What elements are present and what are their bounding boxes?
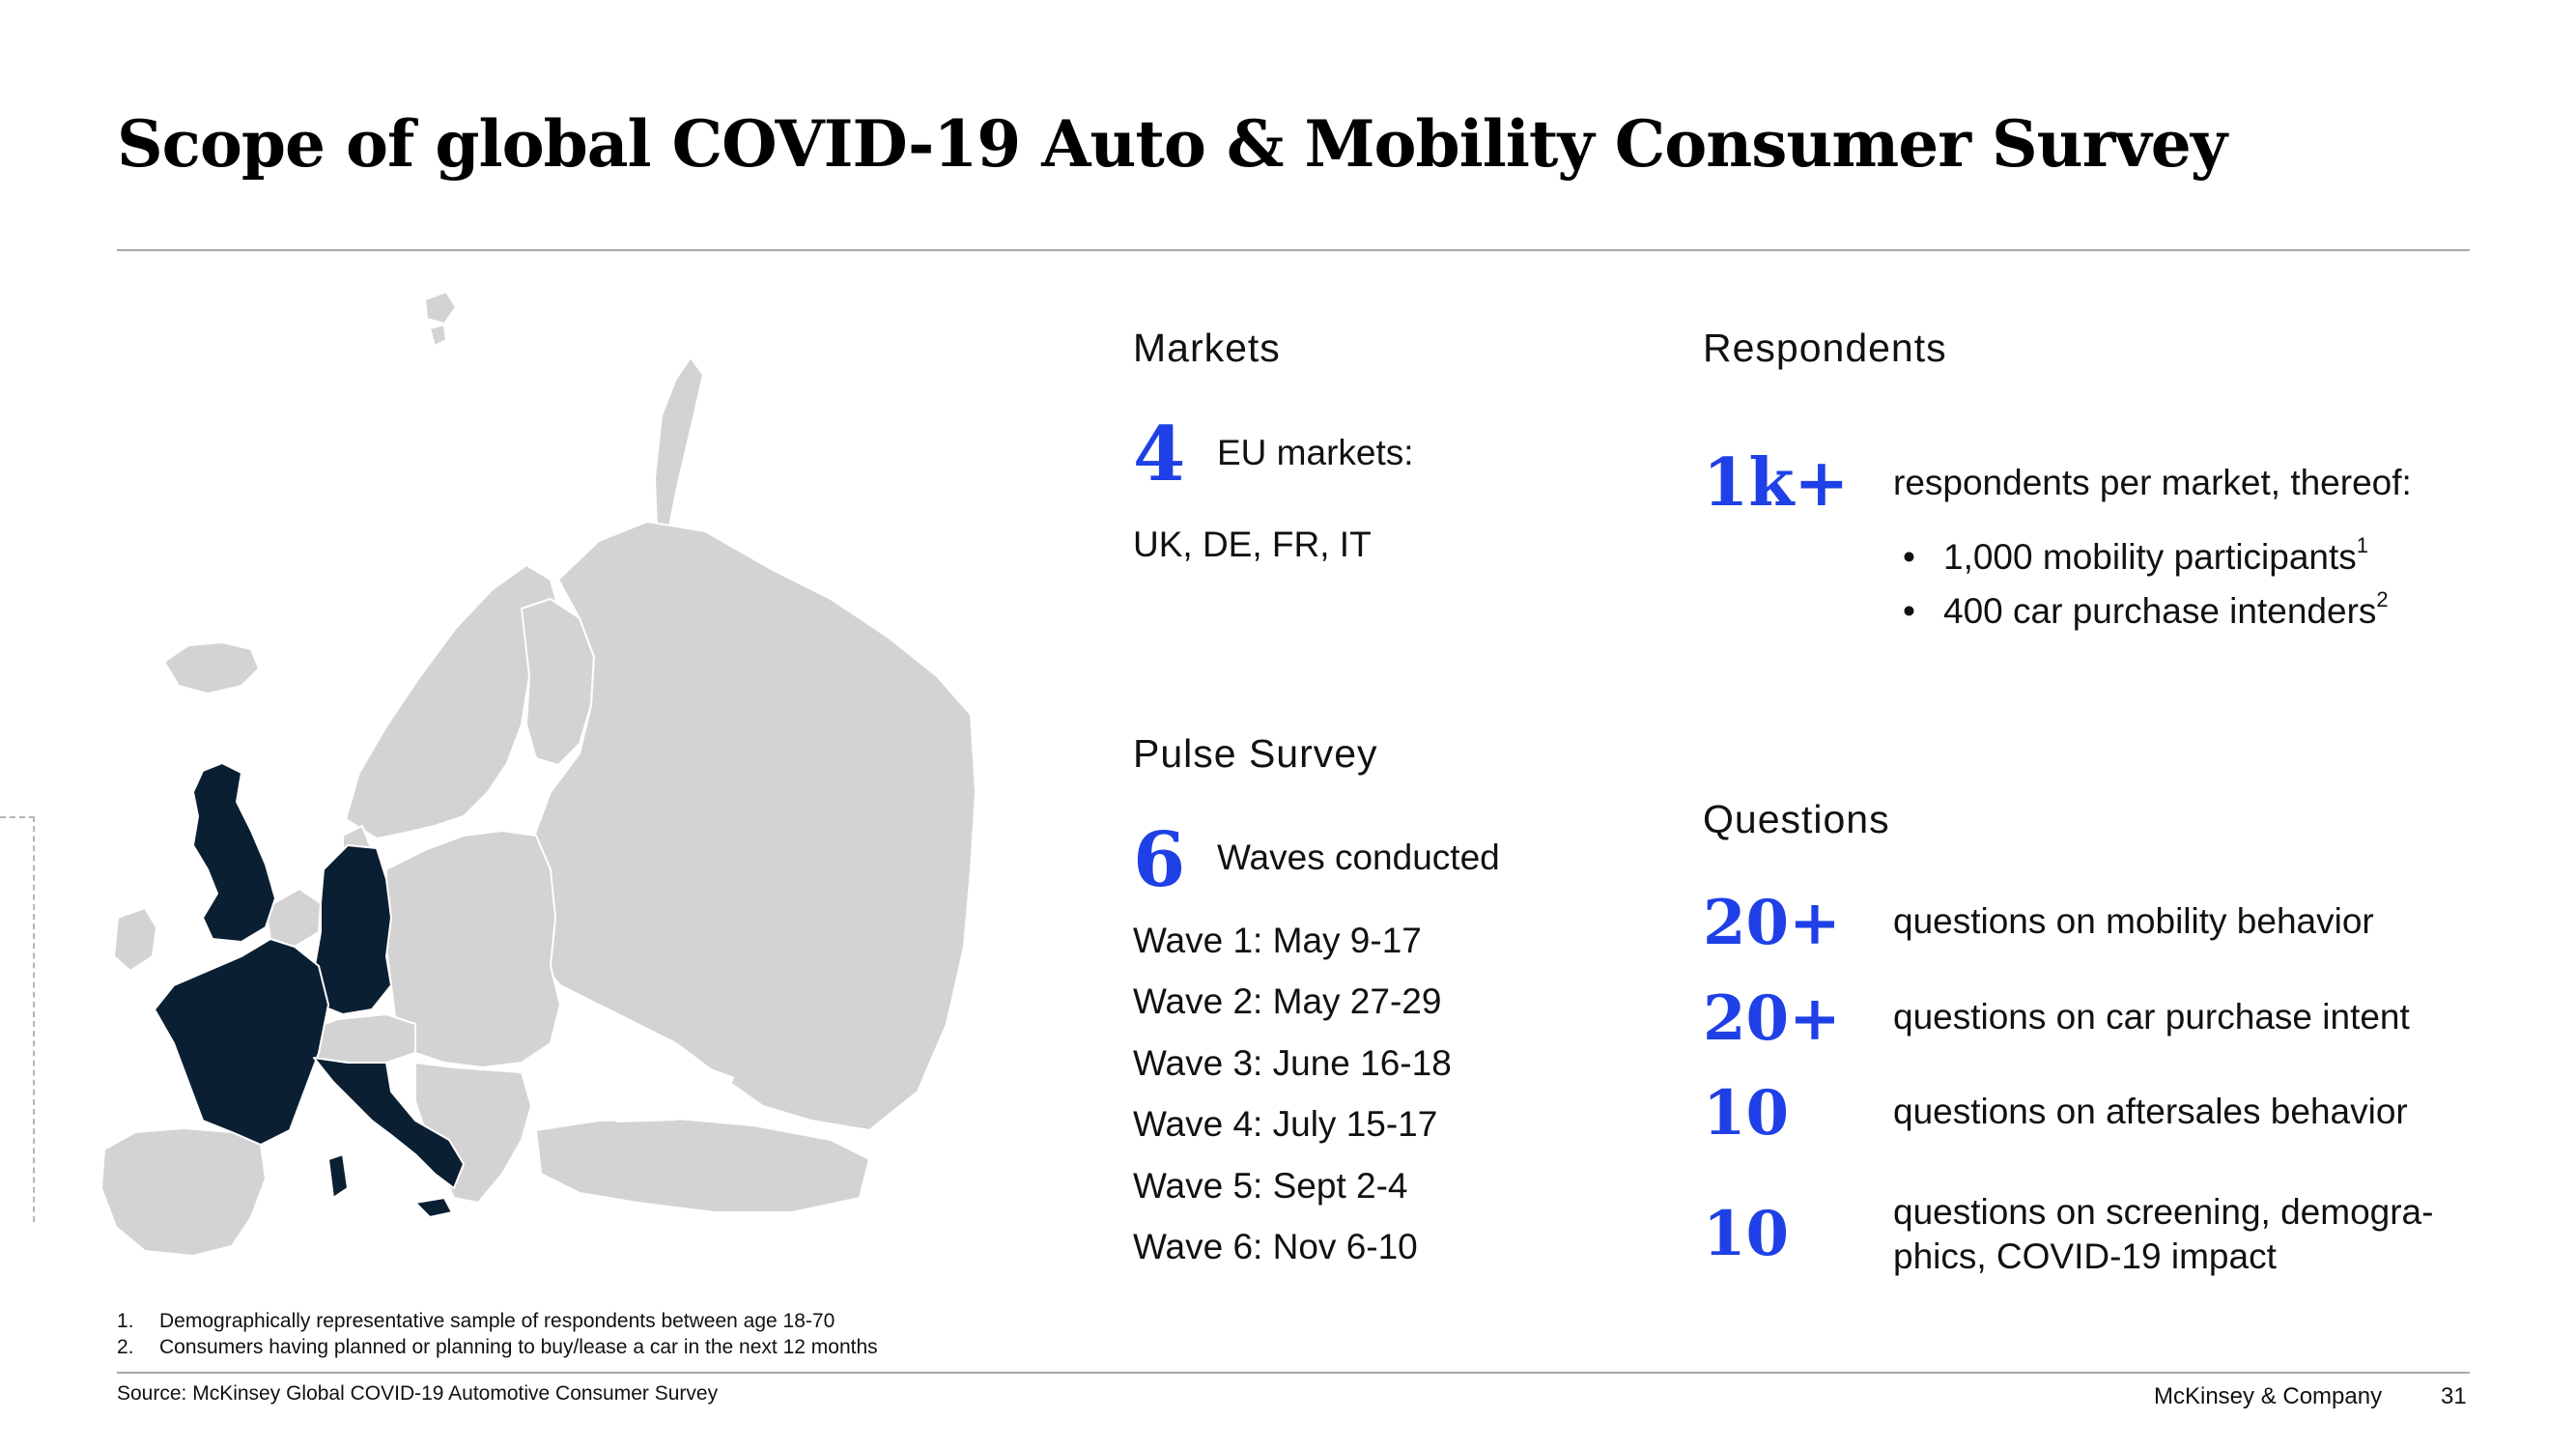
question-count: 20+ [1703,887,1841,959]
page-number: 31 [2441,1383,2467,1409]
bullet-icon: • [1903,591,1915,631]
respondents-count: 1k+ [1703,444,1850,522]
markets-count-label: EU markets: [1217,433,1414,472]
pulse-count-label: Waves conducted [1217,838,1500,877]
respondents-heading: Respondents [1703,326,1947,370]
map-russia [521,521,977,1131]
wave-item: Wave 5: Sept 2-4 [1133,1166,1408,1206]
questions-heading: Questions [1703,797,1890,841]
wave-item: Wave 1: May 9-17 [1133,921,1422,960]
dashed-frame [0,816,35,1222]
question-label: questions on aftersales behavior [1893,1092,2408,1131]
question-label: questions on mobility behavior [1893,901,2374,941]
map-novaya-zemlya [654,356,704,532]
markets-list: UK, DE, FR, IT [1133,525,1372,564]
bullet-icon: • [1903,537,1915,577]
wave-item: Wave 6: Nov 6-10 [1133,1227,1418,1266]
question-count: 20+ [1703,982,1841,1055]
footer-divider [117,1372,2470,1374]
footnote: 1. Demographically representative sample … [117,1310,835,1332]
map-sardinia [327,1153,349,1199]
wave-item: Wave 2: May 27-29 [1133,981,1442,1021]
pulse-count: 6 [1133,816,1186,904]
respondents-bullet: • 400 car purchase intenders2 [1903,587,2389,631]
map-iberia [100,1127,267,1256]
respondents-bullet: • 1,000 mobility participants1 [1903,533,2369,577]
question-label-line2: phics, COVID-19 impact [1893,1236,2277,1276]
map-italy [313,1057,465,1189]
map-svalbard-2 [429,324,447,347]
pulse-heading: Pulse Survey [1133,731,1378,776]
map-black-sea [580,1063,734,1122]
wave-item: Wave 4: July 15-17 [1133,1104,1438,1144]
slide-title: Scope of global COVID-19 Auto & Mobility… [117,106,2227,182]
markets-heading: Markets [1133,326,1281,370]
footnote: 2. Consumers having planned or planning t… [117,1336,878,1358]
map-uk [192,762,276,943]
question-count: 10 [1703,1077,1790,1150]
title-divider [117,249,2470,251]
map-ireland [113,907,157,972]
map-iceland [163,641,260,695]
source-note: Source: McKinsey Global COVID-19 Automot… [117,1382,719,1405]
map-sicily [414,1197,453,1218]
question-label-line1: questions on screening, demogra- [1893,1192,2434,1232]
map-turkey [535,1118,870,1213]
question-count: 10 [1703,1198,1790,1270]
respondents-label: respondents per market, thereof: [1893,463,2412,502]
question-label: questions on car purchase intent [1893,997,2410,1037]
brand-name: McKinsey & Company [2154,1383,2383,1409]
map-france [154,938,329,1146]
map-svalbard [424,291,457,325]
markets-count: 4 [1133,411,1186,498]
map-finland [521,598,595,766]
wave-item: Wave 3: June 16-18 [1133,1043,1452,1083]
europe-map [100,291,977,1256]
map-germany [313,844,392,1015]
